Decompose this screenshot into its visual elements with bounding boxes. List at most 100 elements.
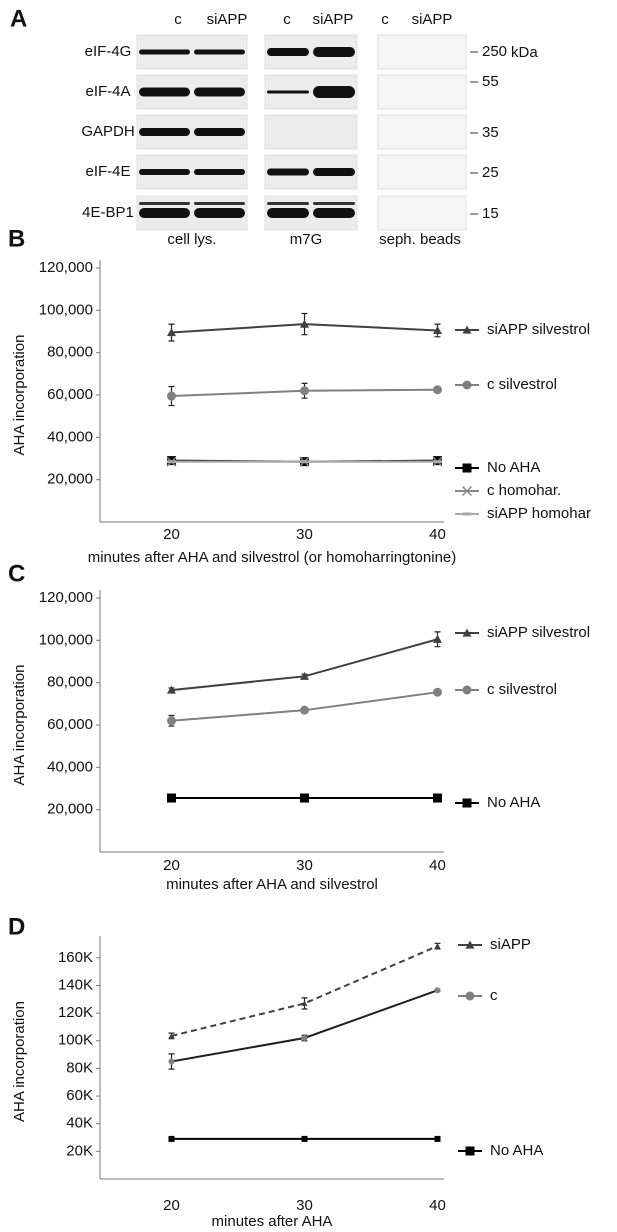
marker [435,987,441,993]
y-axis-title: AHA incorporation [11,665,28,786]
y-tick-label: 40,000 [47,428,93,445]
protein-label: eIF-4E [85,163,130,180]
marker [463,513,472,516]
marker-unit: kDa [511,44,538,61]
marker [463,799,472,808]
blot-box [378,196,466,230]
x-tick-label: 40 [429,526,446,543]
band [267,208,309,218]
y-tick-label: 80,000 [47,344,93,361]
y-tick-label: 100K [58,1032,93,1049]
marker [302,1035,308,1041]
legend-label: c silvestrol [487,376,557,393]
band [313,47,355,57]
y-tick-label: 160K [58,949,93,966]
legend-label: No AHA [487,794,540,811]
band [194,128,245,136]
blot-box [378,155,466,189]
panel-label: A [10,5,27,32]
y-tick-label: 60K [66,1087,93,1104]
blot-box [378,75,466,109]
page: AcsiAPPcsiAPPcsiAPPeIF-4GeIF-4AGAPDHeIF-… [0,0,617,1232]
marker-label: 25 [482,164,499,181]
legend-label: siAPP [490,936,531,953]
series-line [172,639,438,690]
marker [169,1059,175,1065]
lane-label: c [381,11,389,28]
lane-label: siAPP [207,11,248,28]
x-tick-label: 30 [296,857,313,874]
marker [300,460,309,463]
band [194,50,245,55]
y-tick-label: 120,000 [39,259,93,276]
x-tick-label: 20 [163,526,180,543]
marker-label: 250 [482,43,507,60]
lane-label: c [174,11,182,28]
band [267,48,309,56]
band [194,202,245,205]
y-tick-label: 60,000 [47,386,93,403]
legend-label: siAPP silvestrol [487,321,590,338]
band [139,50,190,55]
blot-box [378,115,466,149]
band [139,88,190,97]
marker-label: 35 [482,124,499,141]
x-axis-title: minutes after AHA and silvestrol (or hom… [88,549,457,566]
marker [300,386,309,395]
y-axis-title: AHA incorporation [11,335,28,456]
band [313,202,355,205]
band [313,86,355,98]
y-tick-label: 80,000 [47,674,93,691]
x-tick-label: 30 [296,1197,313,1214]
x-tick-label: 20 [163,857,180,874]
y-tick-label: 20,000 [47,471,93,488]
y-tick-label: 100,000 [39,301,93,318]
x-tick-label: 30 [296,526,313,543]
blot-box [378,35,466,69]
band [139,169,190,175]
x-axis-title: minutes after AHA [212,1213,333,1230]
legend-label: siAPP silvestrol [487,624,590,641]
y-tick-label: 20,000 [47,801,93,818]
band [139,202,190,205]
marker [302,1136,308,1142]
lane-label: siAPP [313,11,354,28]
band [139,128,190,136]
marker [167,460,176,463]
y-tick-label: 60,000 [47,716,93,733]
y-tick-label: 20K [66,1142,93,1159]
lane-label: siAPP [412,11,453,28]
protein-label: eIF-4G [85,43,132,60]
x-axis-title: minutes after AHA and silvestrol [166,876,378,893]
band [267,202,309,205]
marker [300,794,309,803]
marker [463,464,472,473]
y-tick-label: 80K [66,1059,93,1076]
marker-label: 55 [482,73,499,90]
band [194,208,245,218]
band [313,168,355,176]
marker [466,992,475,1001]
marker [466,1147,475,1156]
legend-label: c [490,987,498,1004]
y-tick-label: 40K [66,1115,93,1132]
marker [463,686,472,695]
protein-label: GAPDH [81,123,134,140]
y-tick-label: 140K [58,976,93,993]
y-tick-label: 100,000 [39,631,93,648]
marker [167,392,176,401]
panel-label: C [8,560,25,587]
lane-label: c [283,11,291,28]
legend-label: No AHA [487,459,540,476]
marker [433,794,442,803]
marker [167,716,176,725]
marker [169,1136,175,1142]
x-tick-label: 40 [429,857,446,874]
band [194,88,245,97]
panel-label: B [8,225,25,252]
legend-label: c homohar. [487,482,561,499]
panel-label: D [8,913,25,940]
group-label: seph. beads [379,231,461,248]
y-axis-title: AHA incorporation [11,1001,28,1122]
group-label: m7G [290,231,323,248]
